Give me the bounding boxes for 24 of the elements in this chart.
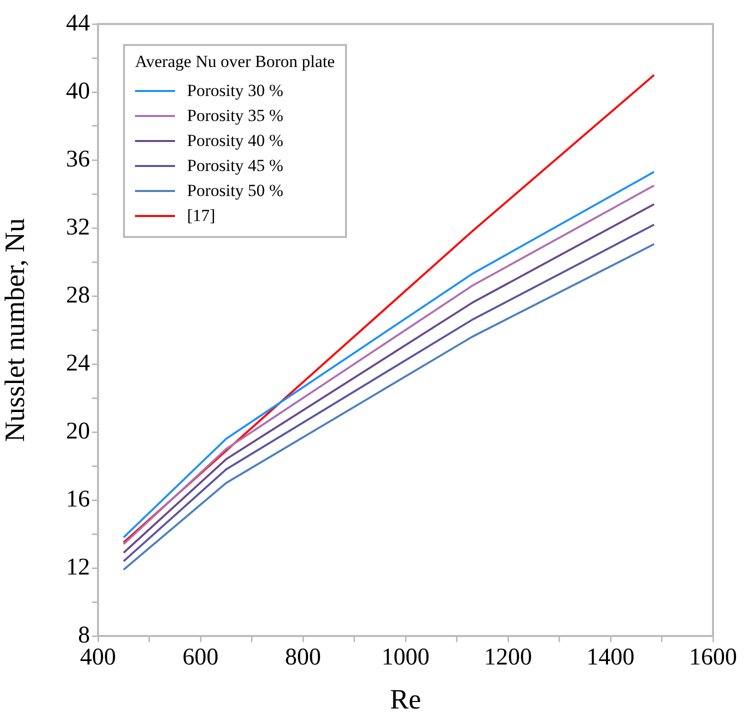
y-tick-label: 16 — [66, 486, 90, 512]
y-tick-label: 36 — [66, 146, 90, 172]
legend-label: Porosity 40 % — [187, 130, 284, 150]
x-tick-label: 1600 — [689, 644, 737, 671]
x-tick-label: 600 — [182, 644, 218, 671]
y-tick-label: 44 — [66, 10, 90, 36]
legend-label: Porosity 45 % — [187, 156, 284, 176]
legend-label: [17] — [187, 206, 216, 226]
y-tick-label: 20 — [66, 418, 90, 444]
y-tick-label: 28 — [66, 282, 90, 308]
x-tick-label: 1400 — [586, 644, 634, 671]
y-tick-label: 24 — [66, 350, 90, 376]
legend-label: Porosity 35 % — [187, 106, 284, 126]
legend-title: Average Nu over Boron plate — [135, 52, 335, 72]
legend-label: Porosity 50 % — [187, 180, 284, 200]
y-tick-label: 40 — [66, 78, 90, 104]
x-tick-label: 1200 — [484, 644, 532, 671]
x-axis-title: Re — [390, 684, 422, 716]
y-tick-label: 12 — [66, 554, 90, 580]
y-axis-title: Nusslet number, Nu — [0, 218, 32, 442]
x-tick-label: 1000 — [382, 644, 430, 671]
y-tick-label: 32 — [66, 214, 90, 240]
x-tick-label: 800 — [285, 644, 321, 671]
legend-label: Porosity 30 % — [187, 80, 284, 100]
